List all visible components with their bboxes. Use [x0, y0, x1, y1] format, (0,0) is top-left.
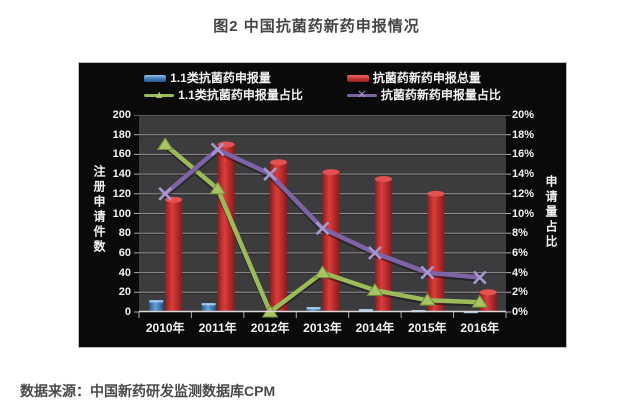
left-axis-tick-180: 180 [112, 128, 131, 141]
right-axis-tick-12: 12% [512, 187, 535, 200]
x-axis-label-6: 2016年 [460, 321, 500, 335]
left-axis-tick-0: 0 [124, 306, 131, 318]
legend-line-swatch-icon: ✕ [346, 88, 377, 102]
legend-label: 抗菌药新药申报量占比 [380, 88, 501, 102]
x-axis-label-5: 2015年 [407, 321, 447, 335]
right-axis-title: 申请量占比 [544, 175, 558, 250]
right-axis-tick-14: 14% [512, 168, 535, 181]
left-axis-tick-20: 20 [118, 286, 131, 299]
line-series-1 [158, 142, 487, 285]
left-axis-tick-120: 120 [112, 187, 131, 200]
left-axis-tick-100: 100 [112, 207, 131, 220]
right-axis-tick-10: 10% [512, 207, 535, 220]
left-axis-tick-160: 160 [112, 148, 131, 161]
legend-line-stroke [144, 94, 175, 97]
x-axis-label-1: 2011年 [198, 321, 237, 335]
chart-panel: 1.1类抗菌药申报量 抗菌药新药申报总量 ▲ 1.1类抗菌药申报量占比 ✕ 抗菌药新药申报… [78, 62, 567, 348]
legend-bar-swatch-icon [144, 74, 167, 82]
plot-svg [134, 114, 511, 318]
right-axis-tick-0: 0% [512, 306, 528, 318]
x-axis-label-3: 2013年 [303, 321, 342, 335]
left-axis-tick-40: 40 [118, 266, 131, 279]
plot-area [133, 114, 512, 323]
legend-label: 1.1类抗菌药申报量占比 [178, 88, 303, 102]
left-axis-tick-140: 140 [112, 168, 131, 181]
legend-line-stroke [346, 94, 377, 97]
legend-item-3: ✕ 抗菌药新药申报量占比 [346, 87, 501, 103]
legend-label: 1.1类抗菌药申报量 [170, 71, 271, 85]
figure-title: 图2 中国抗菌药新药申报情况 [213, 18, 420, 35]
left-axis-title: 注册申请件数 [92, 165, 106, 255]
left-axis-tick-60: 60 [118, 246, 131, 259]
right-axis-tick-16: 16% [512, 148, 535, 161]
left-axis-tick-80: 80 [118, 227, 131, 240]
legend-item-2: ▲ 1.1类抗菌药申报量占比 [144, 87, 303, 103]
legend-item-1: 抗菌药新药申报总量 [346, 70, 501, 86]
right-axis-tick-20: 20% [512, 109, 535, 121]
x-marker-icon: ✕ [357, 89, 367, 101]
x-axis-label-0: 2010年 [145, 321, 185, 335]
right-axis-tick-18: 18% [512, 128, 535, 141]
legend-label: 抗菌药新药申报总量 [372, 71, 481, 85]
axis-tick-marks [134, 114, 511, 318]
data-source-note: 数据来源：中国新药研发监测数据库CPM [20, 383, 276, 399]
right-axis-tick-2: 2% [512, 286, 528, 299]
x-axis-label-4: 2014年 [355, 321, 395, 335]
legend-line-swatch-icon: ▲ [144, 88, 175, 102]
legend-item-0: 1.1类抗菌药申报量 [144, 70, 303, 86]
chart-legend: 1.1类抗菌药申报量 抗菌药新药申报总量 ▲ 1.1类抗菌药申报量占比 ✕ 抗菌药新药申报… [79, 70, 566, 103]
triangle-marker-icon: ▲ [153, 89, 165, 101]
left-axis-tick-200: 200 [112, 109, 131, 121]
right-axis-tick-6: 6% [512, 246, 528, 259]
x-axis-label-2: 2012年 [250, 321, 290, 335]
legend-bar-swatch-icon [346, 74, 369, 82]
right-axis-tick-4: 4% [512, 266, 528, 279]
right-axis-tick-8: 8% [512, 227, 528, 240]
line-series-0 [156, 137, 489, 318]
